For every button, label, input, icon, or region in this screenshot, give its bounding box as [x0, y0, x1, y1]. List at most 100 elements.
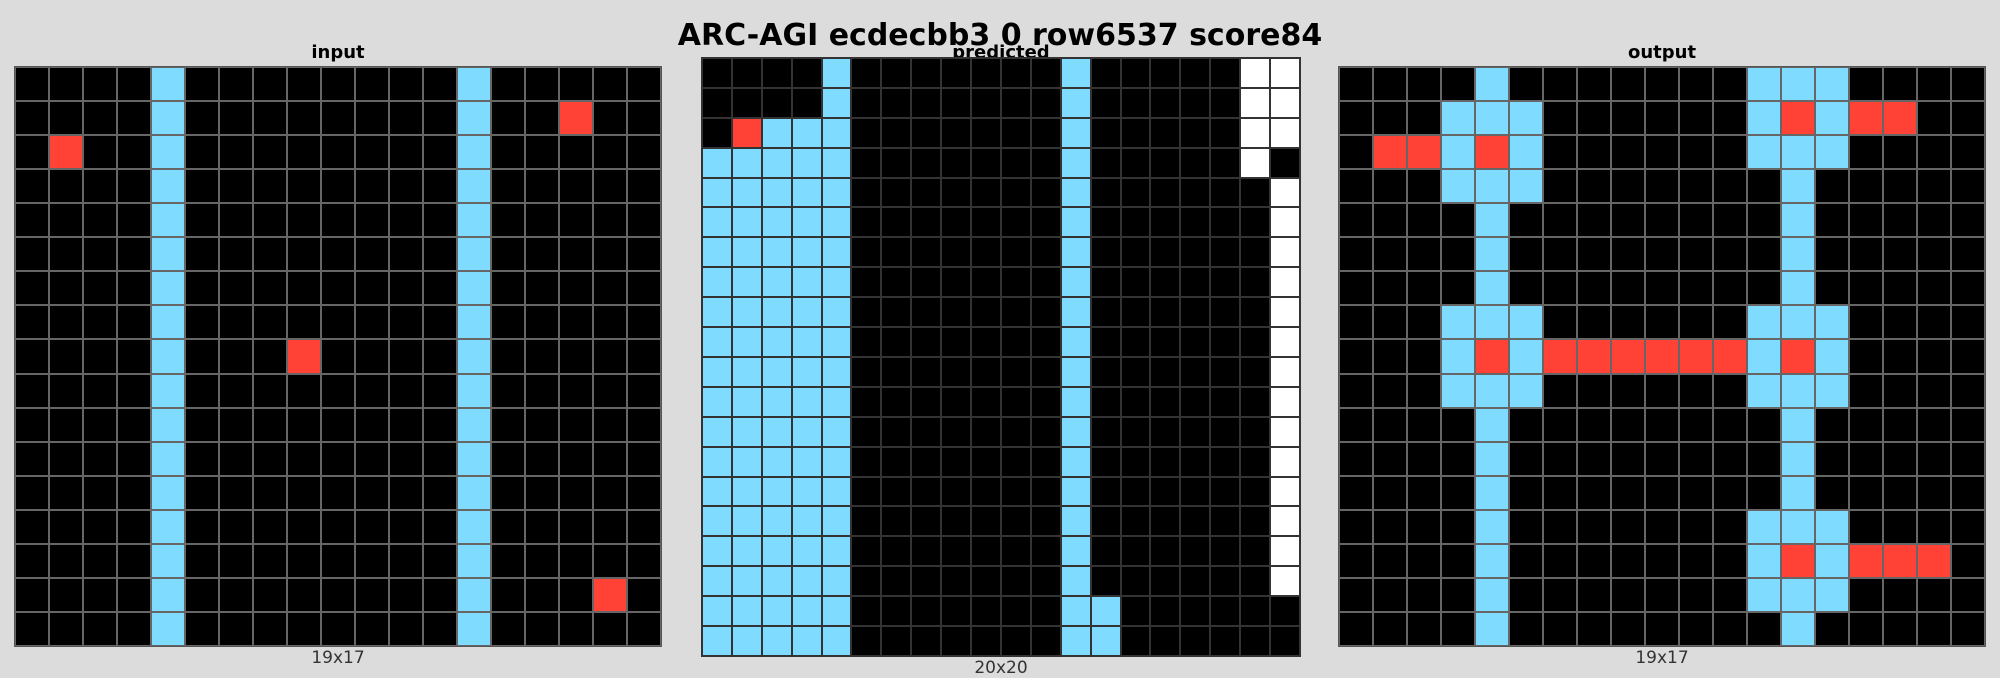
output-cell-r16-c15	[1849, 611, 1883, 646]
input-cell-r1-c17	[593, 101, 627, 136]
predicted-cell-r13-c8	[941, 446, 972, 477]
predicted-cell-r1-c19	[1270, 87, 1300, 118]
output-cell-r5-c17	[1917, 237, 1951, 272]
predicted-cell-r5-c5	[851, 207, 882, 238]
predicted-cell-r9-c7	[911, 327, 942, 357]
input-cell-r8-c10	[355, 339, 389, 374]
predicted-cell-r7-c11	[1030, 267, 1061, 298]
predicted-cell-r4-c7	[911, 177, 942, 208]
output-cell-r11-c13	[1781, 441, 1815, 476]
output-cell-r11-c16	[1883, 441, 1917, 476]
predicted-cell-r16-c16	[1180, 536, 1211, 567]
predicted-cell-r16-c17	[1210, 536, 1241, 567]
input-cell-r12-c12	[423, 475, 457, 510]
input-cell-r6-c9	[321, 271, 355, 306]
input-cell-r1-c9	[321, 101, 355, 136]
input-cell-r14-c3	[117, 543, 151, 578]
input-cell-r8-c17	[593, 339, 627, 374]
predicted-cell-r17-c19	[1270, 566, 1300, 597]
predicted-cell-r5-c13	[1090, 207, 1121, 238]
predicted-cell-r18-c16	[1180, 596, 1211, 627]
output-cell-r6-c15	[1849, 271, 1883, 306]
predicted-cell-r18-c1	[731, 596, 762, 627]
input-cell-r5-c6	[219, 237, 253, 272]
input-cell-r15-c5	[185, 577, 219, 612]
predicted-cell-r17-c17	[1210, 566, 1241, 597]
input-cell-r12-c3	[117, 475, 151, 510]
predicted-cell-r0-c19	[1270, 58, 1300, 88]
output-cell-r14-c11	[1713, 543, 1747, 578]
predicted-cell-r14-c7	[911, 476, 942, 507]
input-cell-r12-c0	[15, 475, 49, 510]
predicted-cell-r18-c15	[1150, 596, 1181, 627]
output-cell-r13-c5	[1509, 509, 1543, 544]
output-cell-r11-c3	[1441, 441, 1475, 476]
predicted-cell-r7-c19	[1270, 267, 1300, 298]
predicted-cell-r19-c19	[1270, 626, 1300, 656]
output-cell-r7-c15	[1849, 305, 1883, 340]
input-cell-r4-c9	[321, 203, 355, 238]
output-cell-r14-c9	[1645, 543, 1679, 578]
predicted-cell-r5-c7	[911, 207, 942, 238]
predicted-cell-r0-c0	[702, 58, 732, 88]
predicted-cell-r3-c0	[702, 147, 732, 178]
predicted-cell-r5-c8	[941, 207, 972, 238]
output-cell-r2-c9	[1645, 135, 1679, 170]
predicted-cell-r0-c15	[1150, 58, 1181, 88]
output-cell-r9-c15	[1849, 373, 1883, 408]
input-cell-r13-c11	[389, 509, 423, 544]
predicted-cell-r12-c11	[1030, 416, 1061, 447]
input-cell-r12-c6	[219, 475, 253, 510]
predicted-cell-r13-c11	[1030, 446, 1061, 477]
input-cell-r2-c1	[49, 135, 83, 170]
predicted-cell-r12-c12	[1060, 416, 1091, 447]
predicted-cell-r1-c14	[1120, 87, 1151, 118]
input-cell-r7-c7	[253, 305, 287, 340]
predicted-cell-r6-c19	[1270, 237, 1300, 268]
input-cell-r4-c4	[151, 203, 185, 238]
input-cell-r4-c6	[219, 203, 253, 238]
predicted-cell-r15-c0	[702, 506, 732, 537]
input-cell-r8-c16	[559, 339, 593, 374]
predicted-cell-r13-c17	[1210, 446, 1241, 477]
output-cell-r3-c2	[1407, 169, 1441, 204]
predicted-cell-r7-c7	[911, 267, 942, 298]
input-cell-r8-c7	[253, 339, 287, 374]
predicted-cell-r17-c0	[702, 566, 732, 597]
input-cell-r0-c1	[49, 67, 83, 102]
output-cell-r8-c2	[1407, 339, 1441, 374]
predicted-cell-r6-c6	[881, 237, 912, 268]
input-cell-r1-c10	[355, 101, 389, 136]
output-cell-r14-c13	[1781, 543, 1815, 578]
predicted-cell-r15-c1	[731, 506, 762, 537]
input-cell-r4-c12	[423, 203, 457, 238]
predicted-cell-r15-c8	[941, 506, 972, 537]
input-cell-r8-c13	[457, 339, 491, 374]
input-cell-r16-c18	[627, 611, 661, 646]
output-cell-r8-c16	[1883, 339, 1917, 374]
input-cell-r15-c7	[253, 577, 287, 612]
predicted-cell-r9-c6	[881, 327, 912, 357]
predicted-cell-r2-c0	[702, 117, 732, 148]
input-cell-r9-c10	[355, 373, 389, 408]
output-cell-r16-c18	[1951, 611, 1985, 646]
predicted-cell-r18-c12	[1060, 596, 1091, 627]
output-cell-r9-c10	[1679, 373, 1713, 408]
predicted-cell-r11-c13	[1090, 386, 1121, 417]
input-cell-r4-c3	[117, 203, 151, 238]
input-cell-r1-c7	[253, 101, 287, 136]
input-cell-r8-c8	[287, 339, 321, 374]
input-cell-r2-c5	[185, 135, 219, 170]
input-cell-r3-c2	[83, 169, 117, 204]
predicted-cell-r11-c3	[791, 386, 822, 417]
input-cell-r2-c12	[423, 135, 457, 170]
predicted-cell-r4-c0	[702, 177, 732, 208]
output-cell-r12-c6	[1543, 475, 1577, 510]
predicted-cell-r13-c16	[1180, 446, 1211, 477]
input-cell-r7-c17	[593, 305, 627, 340]
predicted-cell-r18-c0	[702, 596, 732, 627]
predicted-cell-r10-c12	[1060, 356, 1091, 387]
predicted-cell-r6-c10	[1000, 237, 1031, 268]
input-cell-r8-c4	[151, 339, 185, 374]
predicted-cell-r17-c15	[1150, 566, 1181, 597]
